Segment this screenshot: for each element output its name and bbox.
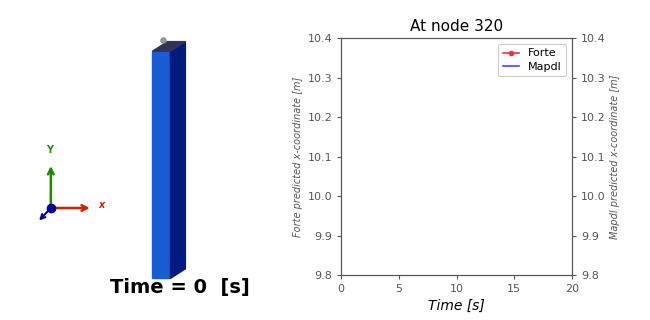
Text: x: x — [99, 200, 105, 210]
X-axis label: Time [s]: Time [s] — [428, 298, 485, 312]
Polygon shape — [153, 42, 185, 51]
Y-axis label: Mapdl predicted x-coordinate [m]: Mapdl predicted x-coordinate [m] — [610, 75, 620, 239]
Polygon shape — [170, 42, 185, 278]
Y-axis label: Forte predicted x-coordinate [m]: Forte predicted x-coordinate [m] — [293, 77, 304, 237]
Text: Time = 0  [s]: Time = 0 [s] — [109, 278, 250, 298]
Title: At node 320: At node 320 — [410, 20, 503, 35]
Legend: Forte, Mapdl: Forte, Mapdl — [499, 44, 566, 76]
Polygon shape — [153, 51, 170, 278]
Text: Y: Y — [46, 145, 53, 155]
